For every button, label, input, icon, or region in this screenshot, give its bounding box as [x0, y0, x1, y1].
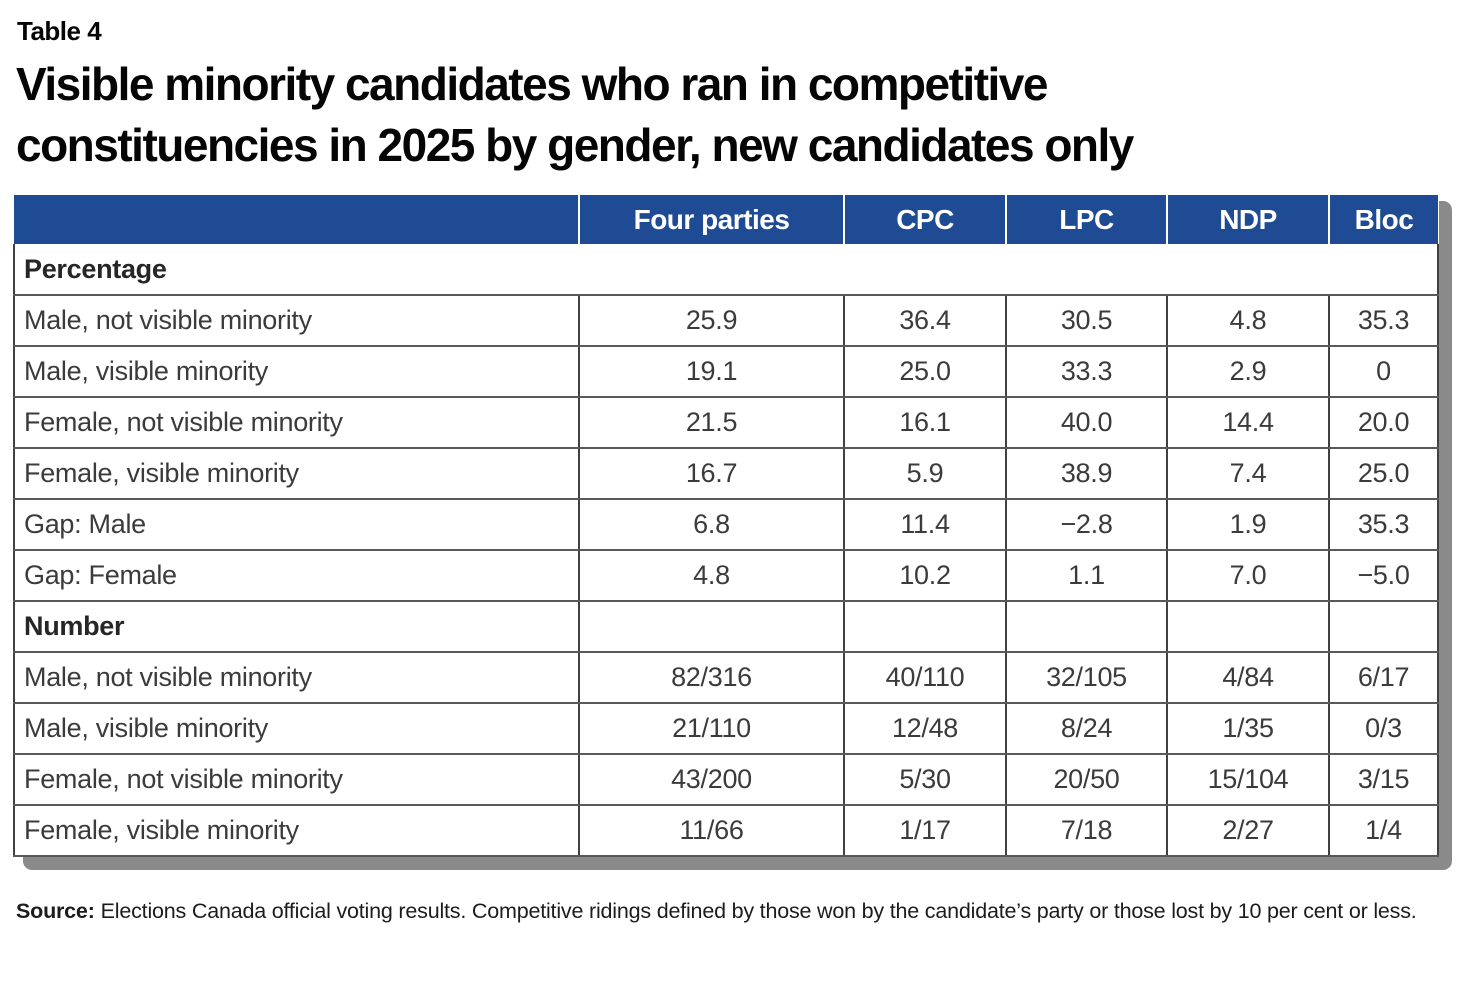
cell-value: 4.8 [1166, 294, 1330, 347]
cell-empty [1005, 600, 1168, 653]
cell-value: 25.9 [578, 294, 845, 347]
cell-value: 36.4 [843, 294, 1007, 347]
cell-value: 3/15 [1328, 753, 1439, 806]
table-row: Female, visible minority 16.7 5.9 38.9 7… [13, 447, 1439, 500]
cell-value: 25.0 [1328, 447, 1439, 500]
cell-value: 2.9 [1166, 345, 1330, 398]
source-text: Elections Canada official voting results… [100, 899, 1417, 923]
cell-value: 8/24 [1005, 702, 1168, 755]
data-table: Four parties CPC LPC NDP Bloc Percentage… [13, 195, 1439, 857]
cell-value: −5.0 [1328, 549, 1439, 602]
cell-value: 1.1 [1005, 549, 1168, 602]
page-title-line-1: Visible minority candidates who ran in c… [16, 58, 1048, 110]
cell-value: 16.7 [578, 447, 845, 500]
cell-value: 1/4 [1328, 804, 1439, 857]
cell-empty [578, 600, 845, 653]
cell-value: 38.9 [1005, 447, 1168, 500]
cell-value: 4.8 [578, 549, 845, 602]
cell-value: 4/84 [1166, 651, 1330, 704]
cell-value: 82/316 [578, 651, 845, 704]
table-row: Gap: Male 6.8 11.4 −2.8 1.9 35.3 [13, 498, 1439, 551]
cell-value: 1/17 [843, 804, 1007, 857]
cell-empty [1328, 600, 1439, 653]
table-row: Male, visible minority 19.1 25.0 33.3 2.… [13, 345, 1439, 398]
cell-value: 20.0 [1328, 396, 1439, 449]
section-heading: Number [13, 600, 580, 653]
cell-value: 11.4 [843, 498, 1007, 551]
row-label: Male, visible minority [13, 345, 580, 398]
cell-value: 40.0 [1005, 396, 1168, 449]
column-header-lpc: LPC [1005, 195, 1167, 244]
cell-empty [843, 600, 1007, 653]
row-label: Female, not visible minority [13, 753, 580, 806]
cell-value: 14.4 [1166, 396, 1330, 449]
row-label: Male, not visible minority [13, 651, 580, 704]
cell-value: 15/104 [1166, 753, 1330, 806]
cell-value: 35.3 [1328, 294, 1439, 347]
page-title: Visible minority candidates who ran in c… [16, 54, 1464, 176]
cell-value: 20/50 [1005, 753, 1168, 806]
table-row: Female, not visible minority 43/200 5/30… [13, 753, 1439, 806]
section-row-number: Number [13, 600, 1439, 653]
table-row: Female, not visible minority 21.5 16.1 4… [13, 396, 1439, 449]
cell-value: −2.8 [1005, 498, 1168, 551]
cell-value: 7.4 [1166, 447, 1330, 500]
cell-value: 6/17 [1328, 651, 1439, 704]
source-label: Source: [16, 899, 95, 923]
cell-value: 7/18 [1005, 804, 1168, 857]
table-row: Male, not visible minority 82/316 40/110… [13, 651, 1439, 704]
cell-value: 33.3 [1005, 345, 1168, 398]
cell-value: 19.1 [578, 345, 845, 398]
section-heading: Percentage [13, 244, 1439, 296]
header-row: Four parties CPC LPC NDP Bloc [14, 195, 1438, 244]
cell-value: 43/200 [578, 753, 845, 806]
page: Table 4 Visible minority candidates who … [0, 16, 1464, 1004]
column-header-blank [14, 195, 579, 244]
cell-value: 21/110 [578, 702, 845, 755]
cell-value: 10.2 [843, 549, 1007, 602]
source-note: Source: Elections Canada official voting … [16, 893, 1446, 929]
cell-value: 11/66 [578, 804, 845, 857]
row-label: Male, visible minority [13, 702, 580, 755]
cell-value: 7.0 [1166, 549, 1330, 602]
row-label: Male, not visible minority [13, 294, 580, 347]
column-header-cpc: CPC [843, 195, 1006, 244]
table-row: Gap: Female 4.8 10.2 1.1 7.0 −5.0 [13, 549, 1439, 602]
row-label: Gap: Female [13, 549, 580, 602]
data-table-container: Four parties CPC LPC NDP Bloc Percentage… [13, 195, 1452, 870]
table-row: Female, visible minority 11/66 1/17 7/18… [13, 804, 1439, 857]
table-row: Male, not visible minority 25.9 36.4 30.… [13, 294, 1439, 347]
column-header-bloc: Bloc [1328, 195, 1438, 244]
cell-value: 0/3 [1328, 702, 1439, 755]
page-title-line-2: constituencies in 2025 by gender, new ca… [16, 119, 1134, 171]
cell-value: 0 [1328, 345, 1439, 398]
cell-value: 16.1 [843, 396, 1007, 449]
cell-value: 1/35 [1166, 702, 1330, 755]
cell-value: 35.3 [1328, 498, 1439, 551]
cell-value: 21.5 [578, 396, 845, 449]
row-label: Female, visible minority [13, 447, 580, 500]
section-row-percentage: Percentage [13, 244, 1439, 296]
cell-empty [1166, 600, 1330, 653]
table-number-label: Table 4 [17, 16, 102, 46]
cell-value: 2/27 [1166, 804, 1330, 857]
row-label: Gap: Male [13, 498, 580, 551]
cell-value: 5/30 [843, 753, 1007, 806]
cell-value: 1.9 [1166, 498, 1330, 551]
cell-value: 40/110 [843, 651, 1007, 704]
cell-value: 12/48 [843, 702, 1007, 755]
cell-value: 30.5 [1005, 294, 1168, 347]
table-row: Male, visible minority 21/110 12/48 8/24… [13, 702, 1439, 755]
column-header-four-parties: Four parties [578, 195, 844, 244]
cell-value: 6.8 [578, 498, 845, 551]
cell-value: 5.9 [843, 447, 1007, 500]
row-label: Female, visible minority [13, 804, 580, 857]
row-label: Female, not visible minority [13, 396, 580, 449]
column-header-ndp: NDP [1166, 195, 1329, 244]
cell-value: 25.0 [843, 345, 1007, 398]
cell-value: 32/105 [1005, 651, 1168, 704]
